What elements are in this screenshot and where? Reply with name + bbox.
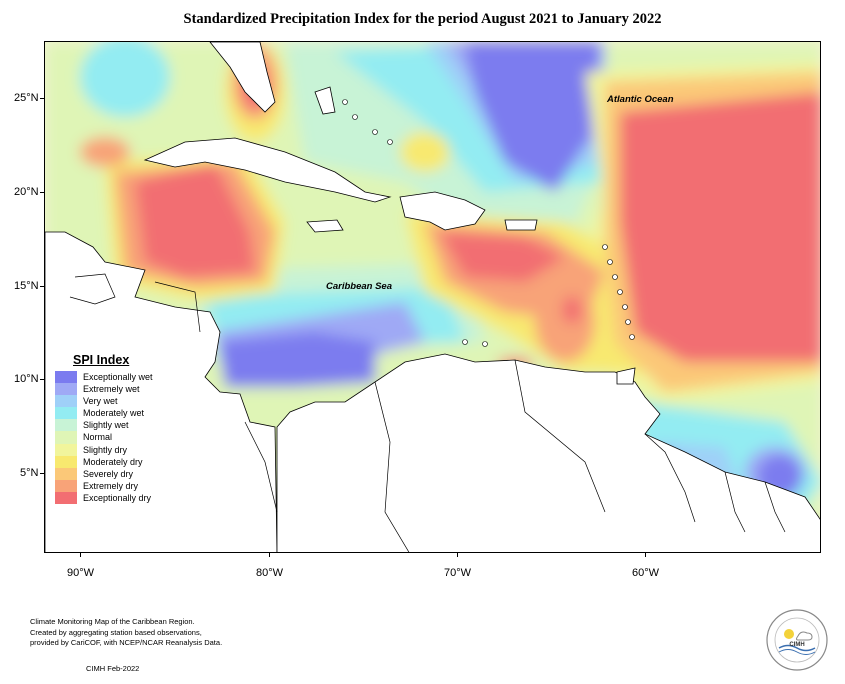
legend-item: Moderately dry [55,455,175,468]
legend-item: Slightly wet [55,419,175,432]
legend-item: Very wet [55,395,175,408]
legend-label: Slightly wet [83,420,129,431]
legend-label: Moderately wet [83,408,145,419]
spi-legend: SPI Index Exceptionally wet Extremely wet… [55,353,175,505]
map-title: Standardized Precipitation Index for the… [183,11,662,27]
legend-swatch [55,383,77,396]
legend-swatch [55,443,77,456]
footer-line: Created by aggregating station based obs… [30,627,202,637]
logo-text: CIMH [789,642,804,648]
lat-label-10n: 10°N [14,373,39,385]
legend-label: Normal [83,432,113,443]
lat-tick [40,286,44,287]
legend-item: Exceptionally dry [55,491,175,505]
cimh-logo: CIMH [765,608,829,672]
caribbean-sea-label: Caribbean Sea [326,281,392,292]
lat-label-5n: 5°N [20,467,39,479]
lon-tick [457,553,458,557]
lesser-antilles [342,99,635,347]
footer-code: CIMH Feb-2022 [86,664,140,673]
legend-item: Exceptionally wet [55,371,175,384]
legend-label: Moderately dry [83,456,143,467]
atlantic-ocean-label: Atlantic Ocean [607,94,674,105]
lon-label-70w: 70°W [444,567,472,579]
lat-label-20n: 20°N [14,186,39,198]
legend-swatch [55,395,77,408]
lat-label-15n: 15°N [14,280,39,292]
legend-item: Moderately wet [55,407,175,420]
legend-label: Exceptionally wet [83,372,153,382]
sun-icon [784,629,794,639]
lat-label-25n: 25°N [14,92,39,104]
legend-label: Extremely wet [83,384,140,395]
land-masses [45,42,820,552]
legend-label: Exceptionally dry [83,492,152,503]
legend-swatch [55,419,77,432]
footer-line: Climate Monitoring Map of the Caribbean … [30,617,195,626]
legend-swatch [55,407,77,420]
lat-tick [40,98,44,99]
lon-tick [80,553,81,557]
legend-title: SPI Index [73,353,130,367]
legend-item: Slightly dry [55,443,175,456]
legend-label: Extremely dry [83,480,139,491]
legend-swatch [55,479,77,492]
legend-swatch [55,455,77,468]
lon-tick [645,553,646,557]
spi-map-graphic [45,42,820,552]
legend-item: Severely dry [55,467,175,480]
legend-swatch [55,371,77,384]
lat-tick [40,473,44,474]
lon-label-90w: 90°W [67,567,95,579]
lat-tick [40,379,44,380]
legend-item: Normal [55,431,175,444]
legend-item: Extremely dry [55,479,175,492]
legend-item: Extremely wet [55,383,175,396]
lon-label-80w: 80°W [256,567,284,579]
country-borders [69,273,786,552]
legend-rows: Exceptionally wet Extremely wet Very wet Mo… [55,371,175,505]
footer-notes: Climate Monitoring Map of the Caribbean … [30,617,222,649]
legend-swatch [55,431,77,444]
lon-tick [269,553,270,557]
lon-label-60w: 60°W [632,567,660,579]
lat-tick [40,192,44,193]
footer-line: provided by CariCOF, with NCEP/NCAR Rean… [30,638,223,647]
legend-label: Very wet [83,396,118,407]
legend-label: Severely dry [83,468,134,479]
legend-swatch [55,467,77,480]
spi-map [44,41,821,553]
legend-label: Slightly dry [83,444,128,455]
legend-swatch [55,491,77,505]
